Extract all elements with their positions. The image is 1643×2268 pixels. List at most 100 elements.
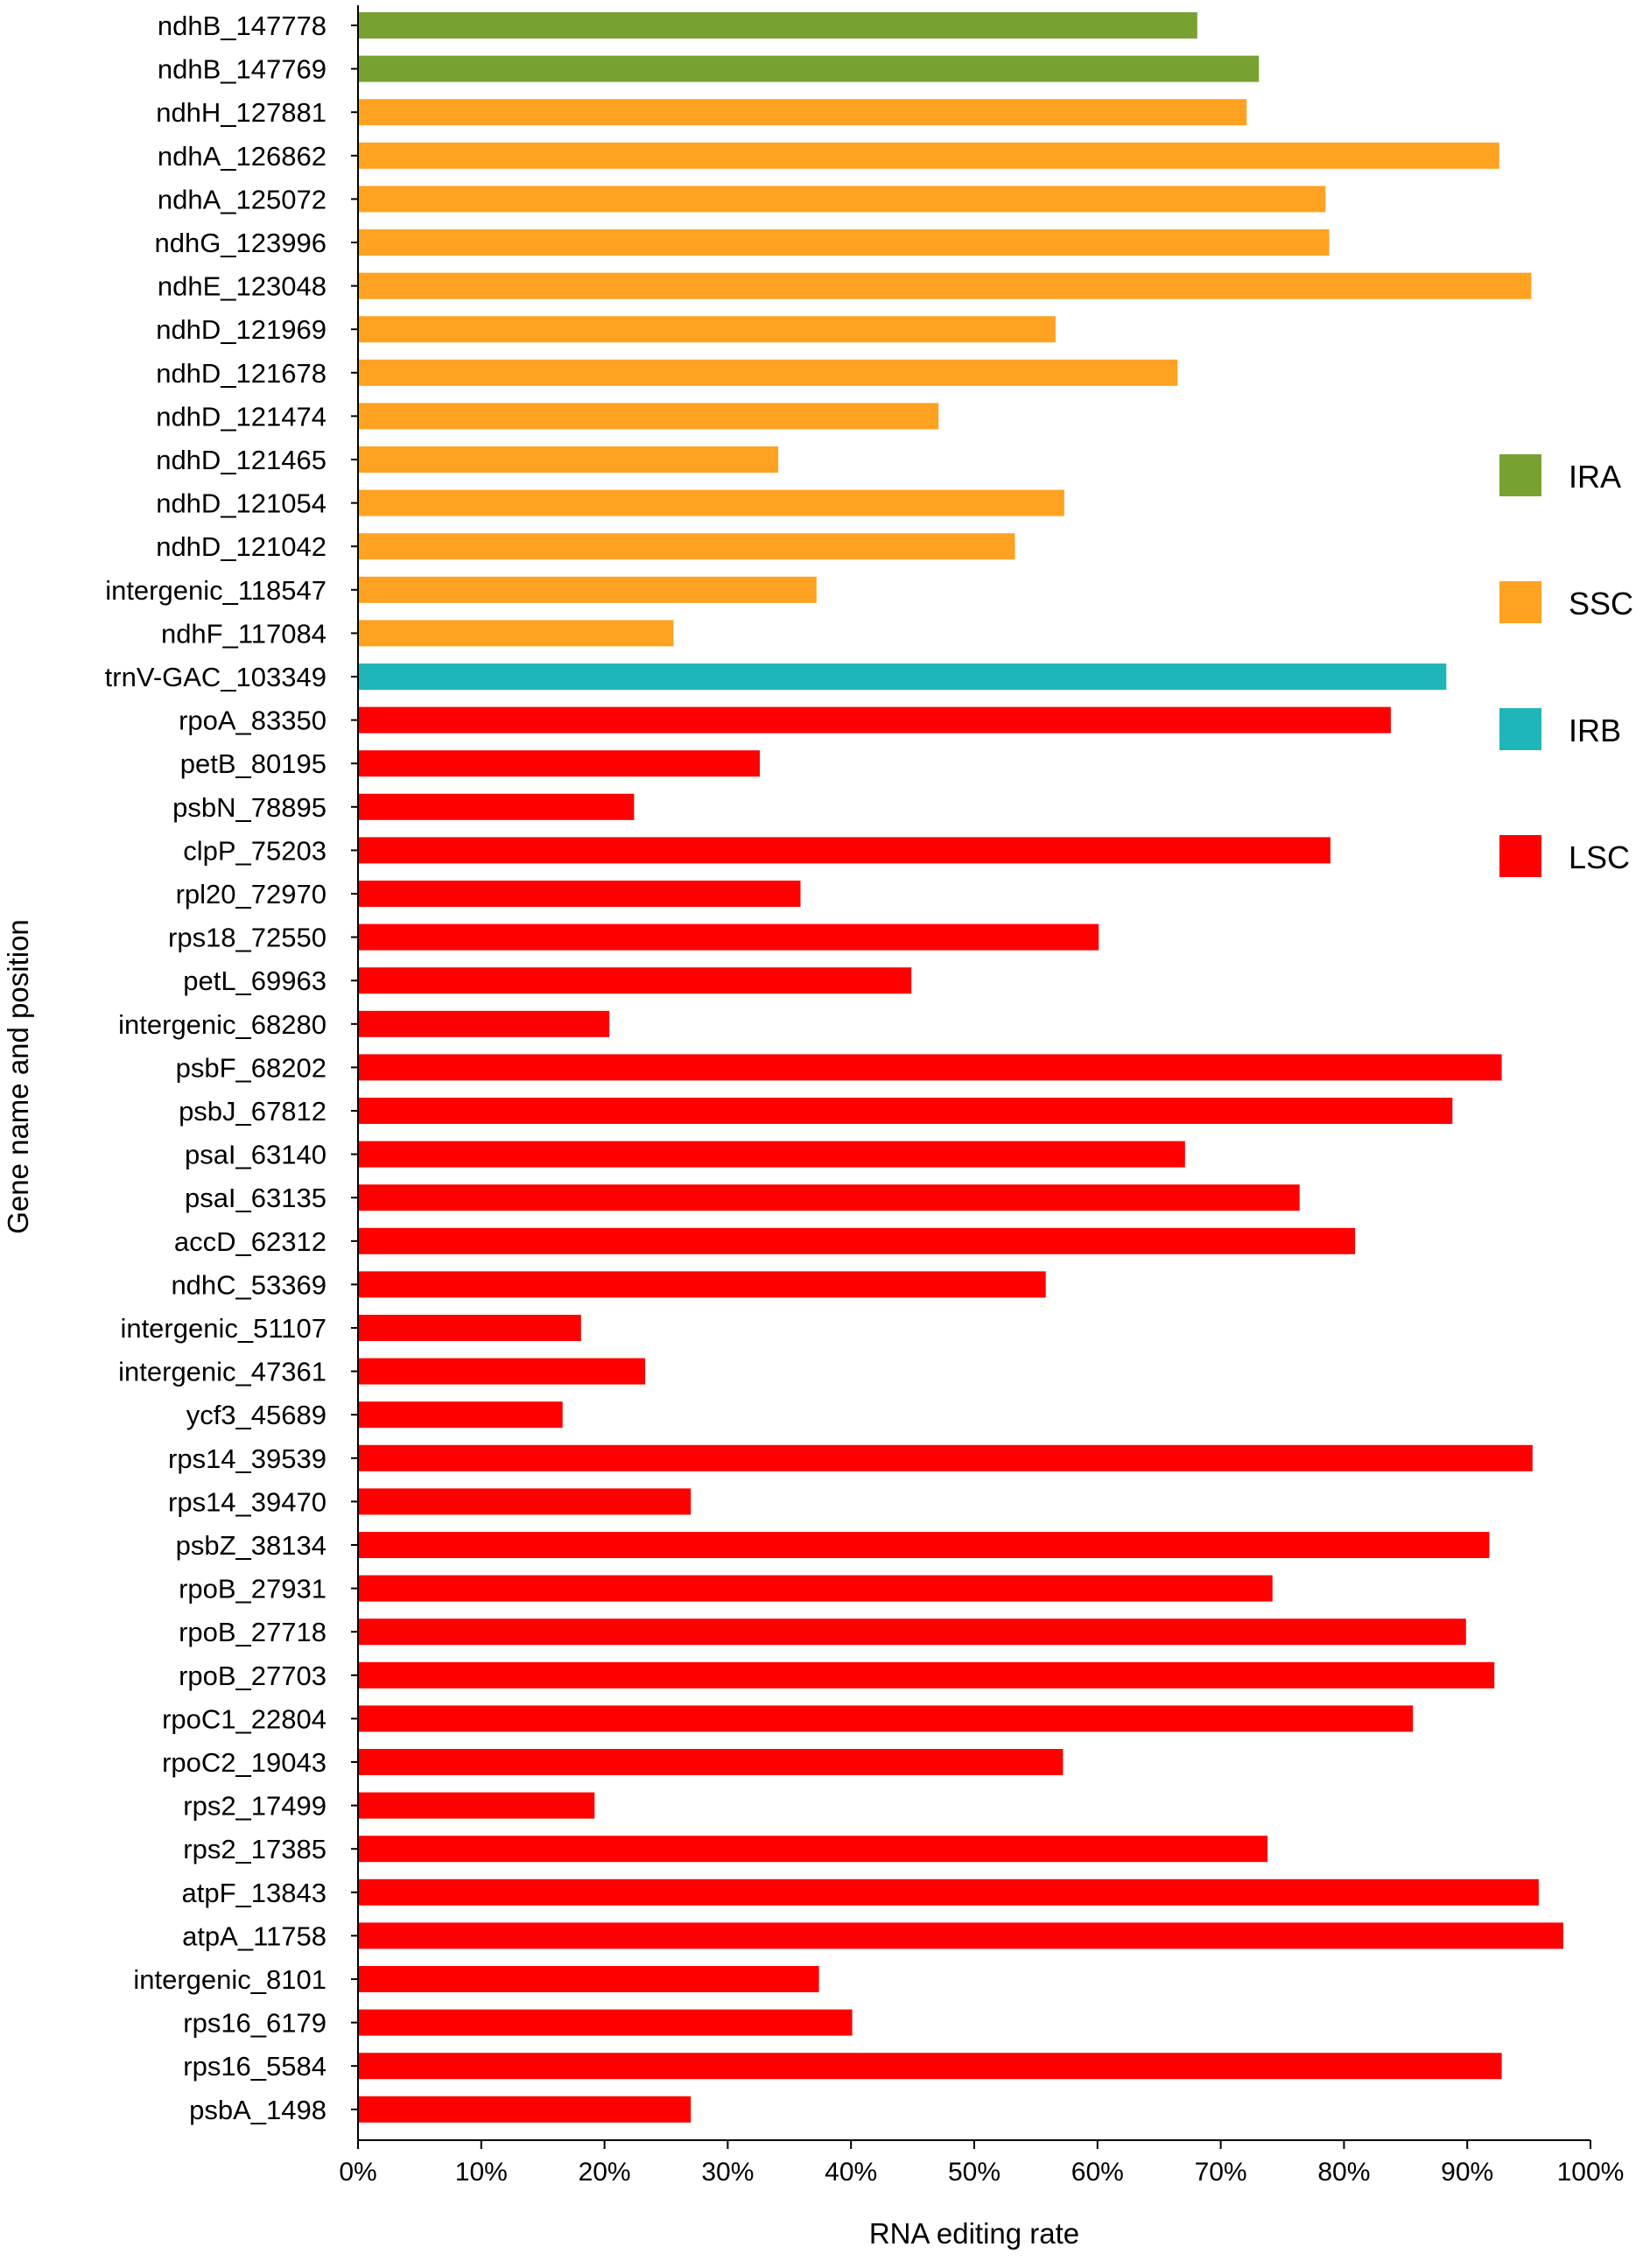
category-label: intergenic_47361 — [118, 1357, 326, 1387]
legend-label-ssc: SSC — [1569, 586, 1633, 621]
bar-psbA_1498 — [358, 2096, 692, 2123]
bar-ycf3_45689 — [358, 1401, 563, 1429]
bar-psbZ_38134 — [358, 1532, 1490, 1558]
bar-accD_62312 — [358, 1227, 1356, 1254]
category-label: psaI_63140 — [185, 1140, 326, 1170]
category-label: petB_80195 — [180, 748, 326, 779]
bar-ndhG_123996 — [358, 229, 1330, 256]
category-label: trnV-GAC_103349 — [105, 662, 326, 692]
x-tick-label: 60% — [1071, 2158, 1124, 2187]
legend-swatch-ssc — [1499, 581, 1541, 623]
category-label: rps14_39470 — [168, 1486, 326, 1517]
bar-rps16_6179 — [358, 2009, 853, 2036]
x-tick-label: 40% — [825, 2158, 877, 2187]
bar-ndhD_121054 — [358, 489, 1064, 516]
bar-ndhD_121465 — [358, 446, 779, 473]
bar-ndhA_125072 — [358, 186, 1326, 213]
legend-label-irb: IRB — [1569, 713, 1621, 748]
x-axis-title: RNA editing rate — [869, 2217, 1079, 2250]
bar-intergenic_68280 — [358, 1010, 610, 1037]
bar-rps14_39539 — [358, 1444, 1533, 1471]
category-label: intergenic_118547 — [105, 575, 326, 606]
category-label: psaI_63135 — [185, 1183, 326, 1213]
category-label: clpP_75203 — [183, 835, 326, 866]
legend-label-ira: IRA — [1569, 459, 1621, 495]
category-label: ndhH_127881 — [156, 97, 326, 128]
category-label: ndhD_121474 — [156, 401, 326, 432]
category-label: rpoC2_19043 — [162, 1747, 326, 1778]
bar-rpoC1_22804 — [358, 1705, 1414, 1732]
bar-psaI_63135 — [358, 1184, 1300, 1211]
bar-atpA_11758 — [358, 1922, 1563, 1949]
bar-petB_80195 — [358, 750, 760, 777]
category-label: intergenic_8101 — [133, 1964, 326, 1995]
bar-ndhA_126862 — [358, 142, 1499, 169]
category-label: rpoB_27931 — [179, 1574, 326, 1604]
bar-petL_69963 — [358, 967, 912, 994]
category-label: psbF_68202 — [176, 1052, 326, 1083]
category-label: intergenic_68280 — [118, 1009, 326, 1040]
bar-ndhD_121042 — [358, 533, 1015, 560]
bar-rpoC2_19043 — [358, 1749, 1064, 1775]
category-label: rpoC1_22804 — [162, 1703, 326, 1734]
bar-rpoB_27718 — [358, 1618, 1466, 1646]
category-label: ndhA_126862 — [158, 141, 326, 172]
category-label: rpl20_72970 — [176, 879, 326, 909]
x-tick-label: 0% — [339, 2158, 376, 2187]
bar-ndhE_123048 — [358, 272, 1532, 299]
category-label: atpA_11758 — [182, 1920, 326, 1951]
bar-ndhF_117084 — [358, 620, 674, 647]
legend-swatch-irb — [1499, 708, 1541, 750]
category-label: rpoA_83350 — [179, 706, 326, 736]
x-tick-label: 50% — [948, 2158, 1001, 2187]
bar-rps14_39470 — [358, 1488, 692, 1515]
bar-rps2_17499 — [358, 1792, 595, 1819]
bar-intergenic_8101 — [358, 1966, 819, 1992]
category-label: ndhB_147778 — [158, 11, 326, 41]
x-tick-label: 70% — [1195, 2158, 1247, 2187]
bar-ndhB_147778 — [358, 12, 1197, 39]
bar-ndhD_121969 — [358, 316, 1056, 343]
category-label: intergenic_51107 — [120, 1313, 326, 1344]
x-tick-label: 30% — [701, 2158, 754, 2187]
category-label: ndhE_123048 — [158, 271, 326, 302]
bar-psbJ_67812 — [358, 1098, 1453, 1124]
category-label: psbA_1498 — [189, 2095, 326, 2125]
category-label: ndhA_125072 — [158, 184, 326, 214]
bar-rps2_17385 — [358, 1836, 1268, 1863]
category-label: psbJ_67812 — [179, 1096, 326, 1127]
bar-intergenic_118547 — [358, 576, 817, 603]
bars-group — [358, 12, 1563, 2123]
bar-intergenic_47361 — [358, 1358, 646, 1385]
category-label: atpF_13843 — [182, 1878, 326, 1908]
bar-ndhC_53369 — [358, 1271, 1046, 1298]
category-label: petL_69963 — [183, 965, 326, 996]
category-label: ndhC_53369 — [171, 1269, 326, 1300]
category-label: rps16_5584 — [183, 2051, 326, 2082]
bar-ndhB_147769 — [358, 55, 1260, 82]
category-label: psbZ_38134 — [176, 1530, 326, 1561]
x-tick-label: 20% — [579, 2158, 631, 2187]
category-label: rpoB_27718 — [179, 1617, 326, 1647]
legend-label-lsc: LSC — [1569, 839, 1630, 875]
category-labels: ndhB_147778 ndhB_147769 ndhH_127881 ndhA_12… — [105, 11, 358, 2125]
category-label: ndhD_121969 — [156, 314, 326, 345]
bar-rpl20_72970 — [358, 881, 801, 907]
category-label: ndhF_117084 — [161, 618, 326, 649]
category-label: ndhD_121042 — [156, 531, 326, 562]
category-label: ndhD_121678 — [156, 358, 326, 389]
legend-swatch-ira — [1499, 454, 1541, 496]
bar-ndhD_121474 — [358, 403, 939, 430]
x-tick-label: 10% — [455, 2158, 508, 2187]
bar-psbF_68202 — [358, 1054, 1502, 1081]
category-label: ycf3_45689 — [186, 1400, 326, 1430]
bar-rps16_5584 — [358, 2053, 1502, 2080]
x-tick-label: 100% — [1557, 2158, 1625, 2187]
bar-rpoB_27703 — [358, 1661, 1495, 1689]
bar-trnV-GAC_103349 — [358, 664, 1447, 690]
bar-clpP_75203 — [358, 837, 1331, 864]
y-axis-title: Gene name and position — [2, 919, 34, 1234]
bar-psbN_78895 — [358, 793, 635, 820]
category-label: ndhG_123996 — [154, 228, 326, 258]
